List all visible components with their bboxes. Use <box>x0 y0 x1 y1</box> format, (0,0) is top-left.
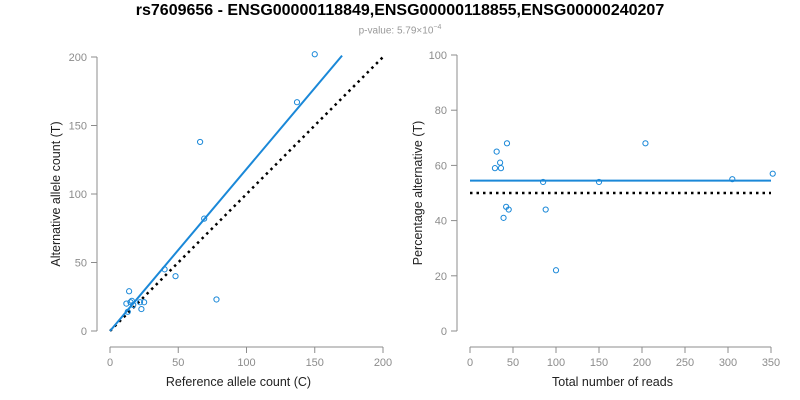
left-data-point <box>123 300 130 307</box>
left-data-point <box>141 299 148 306</box>
left-x-tick-label: 50 <box>172 357 184 369</box>
left-x-tick-label: 150 <box>306 357 324 369</box>
left-y-tick-label: 50 <box>75 258 87 270</box>
left-y-tick-label: 150 <box>69 121 87 133</box>
right-data-point <box>729 176 736 183</box>
left-y-tick-label: 0 <box>81 326 87 338</box>
right-data-point <box>542 206 549 213</box>
right-y-tick-label: 80 <box>435 105 447 117</box>
right-data-point <box>505 206 512 213</box>
right-x-tick-label: 50 <box>507 357 519 369</box>
right-y-tick-label: 40 <box>435 216 447 228</box>
right-y-tick-label: 60 <box>435 160 447 172</box>
right-y-axis-title: Percentage alternative (T) <box>411 121 425 266</box>
left-data-point <box>130 301 137 309</box>
right-data-point <box>493 148 500 155</box>
p-value-subtitle: p-value: 5.79×10−4 <box>0 24 800 36</box>
right-data-point <box>642 140 649 147</box>
left-data-point <box>124 308 131 315</box>
right-x-tick-label: 150 <box>590 357 608 369</box>
chart-title: rs7609656 - ENSG00000118849,ENSG00000118… <box>135 2 665 19</box>
right-data-point <box>769 170 776 177</box>
left-data-point <box>136 299 144 306</box>
right-x-tick-label: 200 <box>633 357 651 369</box>
right-y-tick-label: 20 <box>435 271 447 283</box>
left-y-tick-label: 100 <box>69 189 87 201</box>
right-data-point <box>500 214 507 221</box>
right-data-point <box>497 165 505 172</box>
percentage-alternative-scatter-plot: 0 50 100 150 200 250 300 350 0 20 40 60 80 100 Total n… <box>411 50 780 389</box>
left-data-point <box>213 296 220 303</box>
right-data-point <box>552 267 560 274</box>
right-data-point <box>497 159 504 166</box>
left-data-point <box>311 51 318 58</box>
p-value-exponent: −4 <box>433 24 442 31</box>
left-data-point <box>172 273 179 280</box>
left-x-tick-label: 0 <box>107 357 113 369</box>
left-data-point <box>126 288 133 295</box>
left-data-point <box>293 99 301 106</box>
left-y-axis-title: Alternative allele count (T) <box>49 121 63 266</box>
right-y-tick-label: 0 <box>441 326 447 338</box>
right-x-tick-label: 100 <box>547 357 565 369</box>
left-x-tick-label: 100 <box>237 357 255 369</box>
right-data-point <box>540 178 547 186</box>
left-fit-line <box>109 54 343 332</box>
right-data-point <box>503 140 511 147</box>
right-x-axis-title: Total number of reads <box>552 375 673 389</box>
p-value-text: p-value: 5.79×10 <box>358 25 434 37</box>
right-x-tick-label: 350 <box>762 357 780 369</box>
right-x-tick-label: 0 <box>467 357 473 369</box>
left-reference-line <box>109 56 384 332</box>
left-x-axis-title: Reference allele count (C) <box>166 375 311 389</box>
allele-count-scatter-plot: 0 50 100 150 200 0 50 100 150 200 Reference allele… <box>49 51 392 389</box>
right-y-tick-label: 100 <box>429 50 447 62</box>
right-data-point <box>491 165 499 172</box>
right-x-tick-label: 250 <box>676 357 694 369</box>
left-x-tick-label: 200 <box>374 357 392 369</box>
left-data-point <box>161 266 168 273</box>
right-x-tick-label: 300 <box>719 357 737 369</box>
left-data-point <box>138 305 145 313</box>
left-data-point <box>201 215 208 222</box>
left-data-point <box>128 297 135 304</box>
left-y-tick-label: 200 <box>69 52 87 64</box>
left-data-point <box>196 138 204 146</box>
right-data-point <box>595 178 603 186</box>
